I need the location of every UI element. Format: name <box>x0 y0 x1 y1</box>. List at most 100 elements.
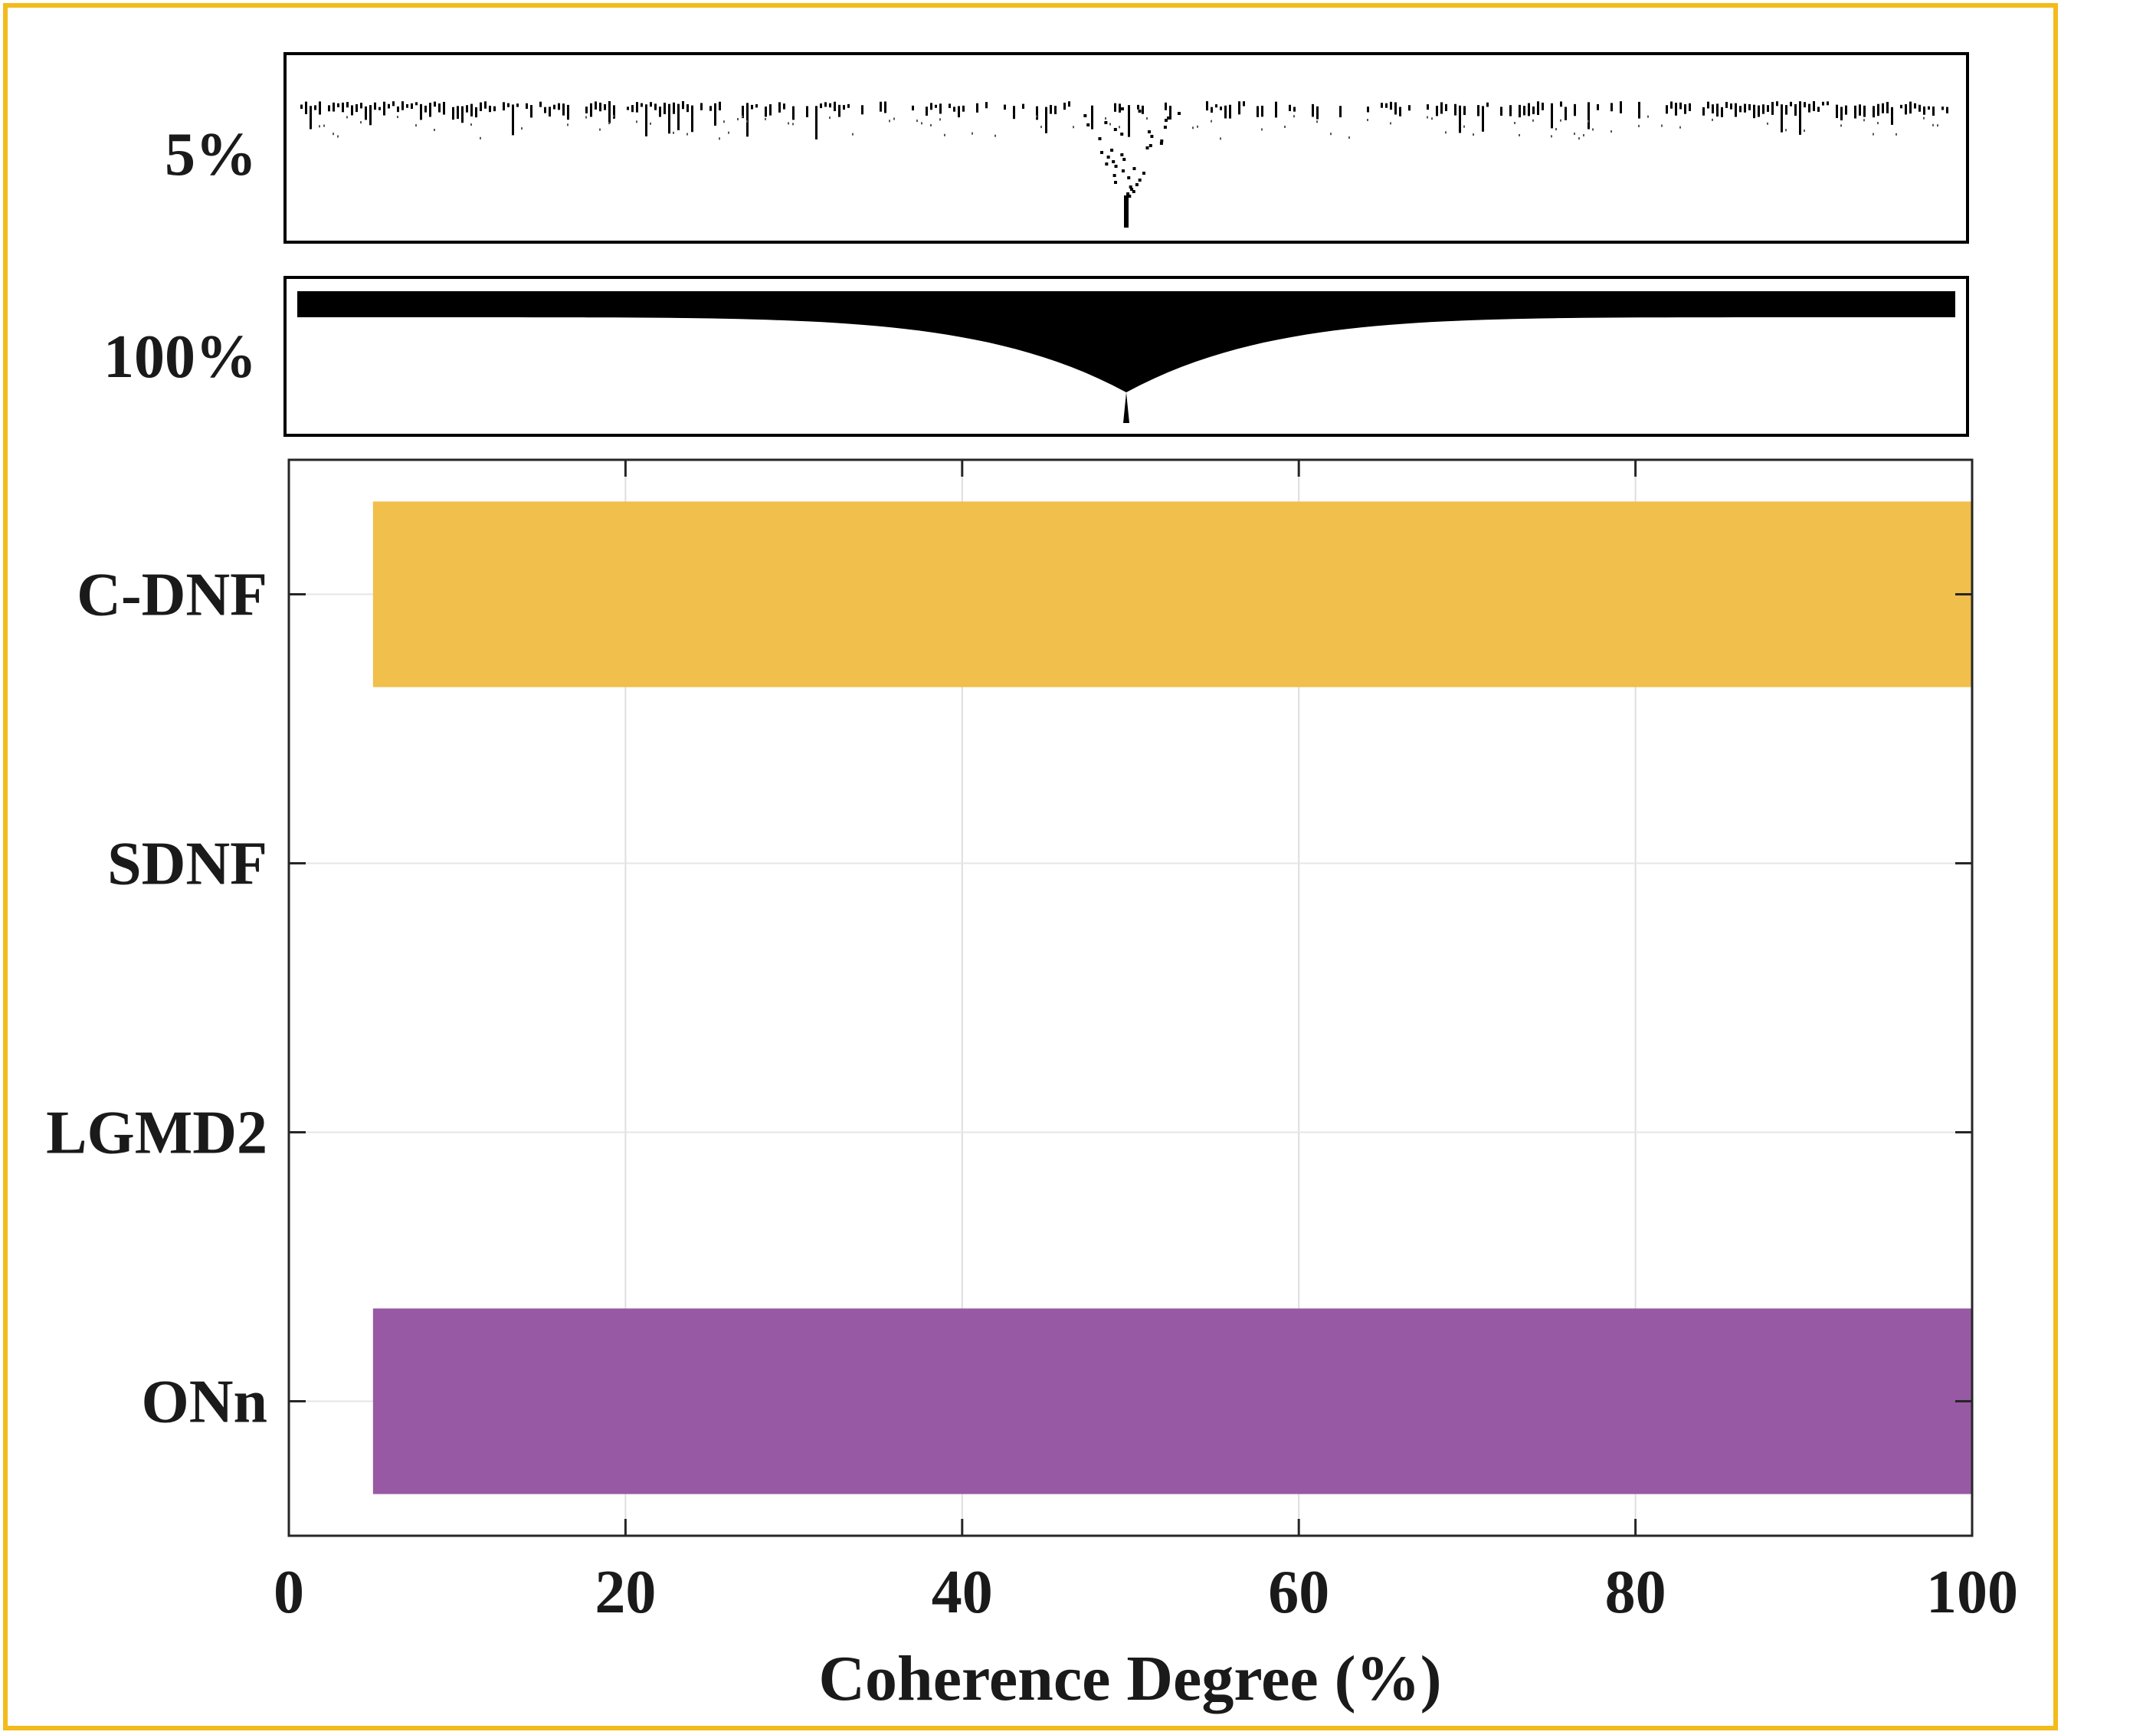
sparse-mark <box>429 103 431 117</box>
sparse-mark <box>503 102 505 111</box>
sparse-mark <box>650 102 652 107</box>
sparse-mark <box>1083 114 1087 117</box>
sparse-mark <box>742 105 744 119</box>
sparse-mark <box>1519 133 1520 136</box>
sparse-mark <box>1822 101 1824 106</box>
sparse-mark <box>544 107 546 113</box>
sparse-mark <box>1408 105 1411 111</box>
sparse-mark <box>346 102 349 108</box>
sparse-mark <box>438 103 441 113</box>
sparse-mark <box>926 107 928 116</box>
sparse-mark <box>1661 124 1663 127</box>
sparse-mark <box>1132 167 1136 170</box>
sparse-mark <box>1785 105 1787 115</box>
sparse-mark <box>1312 103 1314 117</box>
sparse-mark <box>765 117 766 120</box>
stimulus-panel-5: 5% <box>165 52 1969 244</box>
sparse-mark <box>1689 103 1691 111</box>
sparse-mark <box>1891 107 1893 125</box>
figure-frame <box>3 3 2058 1730</box>
sparse-mark <box>1565 107 1567 120</box>
sparse-mark <box>673 131 674 134</box>
sparse-mark <box>1110 149 1114 152</box>
sparse-mark <box>728 131 729 134</box>
sparse-mark <box>852 133 854 136</box>
sparse-mark <box>958 106 960 118</box>
sparse-mark <box>1854 105 1856 119</box>
sparse-mark <box>1588 102 1590 130</box>
sparse-mark <box>1744 103 1746 113</box>
sparse-mark <box>1519 104 1521 118</box>
sparse-mark <box>374 102 376 110</box>
sparse-mark <box>1725 101 1728 108</box>
sparse-mark <box>1509 105 1512 116</box>
panel-label-5: 5% <box>165 121 257 189</box>
sparse-mark <box>788 122 789 125</box>
sparse-mark <box>443 101 445 115</box>
x-tick-label: 40 <box>932 1559 993 1626</box>
sparse-mark <box>1574 103 1576 116</box>
sparse-mark <box>1840 124 1842 127</box>
y-tick-label: LGMD2 <box>46 1100 267 1167</box>
sparse-mark <box>360 103 362 109</box>
sparse-mark <box>1799 101 1801 135</box>
sparse-mark <box>1459 105 1461 133</box>
sparse-mark <box>1261 128 1263 131</box>
sparse-mark <box>1385 103 1388 108</box>
sparse-mark <box>742 115 743 118</box>
sparse-mark <box>480 136 481 139</box>
sparse-mark <box>411 103 413 110</box>
sparse-mark <box>1138 110 1142 113</box>
x-tick-label: 0 <box>274 1559 304 1626</box>
sparse-mark <box>1790 101 1792 107</box>
sparse-mark <box>1119 126 1120 129</box>
sparse-mark <box>365 106 367 120</box>
sparse-mark <box>1804 102 1806 108</box>
sparse-mark <box>1610 130 1612 133</box>
sparse-mark <box>1574 133 1575 136</box>
sparse-mark <box>1004 104 1006 110</box>
sparse-mark <box>1923 106 1925 115</box>
sparse-mark <box>1316 106 1319 120</box>
sparse-mark <box>1863 119 1865 122</box>
sparse-mark <box>604 103 606 110</box>
sparse-mark <box>861 105 863 115</box>
sparse-mark <box>1730 103 1732 110</box>
sparse-mark <box>916 120 918 123</box>
sparse-mark <box>1394 102 1397 115</box>
sparse-mark <box>1124 195 1129 228</box>
sparse-mark <box>1808 103 1810 113</box>
sparse-mark <box>778 102 781 113</box>
plot-area-border <box>287 458 1974 1537</box>
sparse-mark <box>1767 105 1769 112</box>
sparse-mark <box>562 103 565 116</box>
sparse-mark <box>1381 103 1383 108</box>
sparse-mark <box>1813 101 1815 111</box>
coherence-bar-chart: C-DNF SDNF LGMD2 ONn 0 20 40 60 80 100 Coherence… <box>46 458 2018 1714</box>
sparse-mark <box>1137 104 1139 110</box>
sparse-mark <box>383 101 385 116</box>
sparse-mark <box>664 103 666 114</box>
sparse-mark <box>1293 107 1296 112</box>
sparse-mark <box>1932 123 1934 126</box>
sparse-mark <box>686 103 689 113</box>
sparse-mark <box>1132 190 1135 193</box>
sparse-mark <box>719 101 721 110</box>
sparse-mark <box>765 107 767 117</box>
sparse-mark <box>1128 195 1132 198</box>
sparse-mark <box>1091 105 1093 130</box>
sparse-mark <box>392 101 395 107</box>
sparse-mark <box>1127 176 1131 179</box>
sparse-mark <box>792 123 794 126</box>
sparse-mark <box>475 107 477 118</box>
sparse-mark <box>1146 117 1148 120</box>
sparse-mark <box>792 106 795 120</box>
sparse-mark <box>834 101 836 112</box>
sparse-mark <box>406 103 408 108</box>
sparse-mark <box>935 104 937 108</box>
sparse-mark <box>1817 107 1820 112</box>
sparse-mark <box>1896 133 1897 136</box>
sparse-mark <box>378 107 381 110</box>
sparse-mark <box>585 116 587 119</box>
